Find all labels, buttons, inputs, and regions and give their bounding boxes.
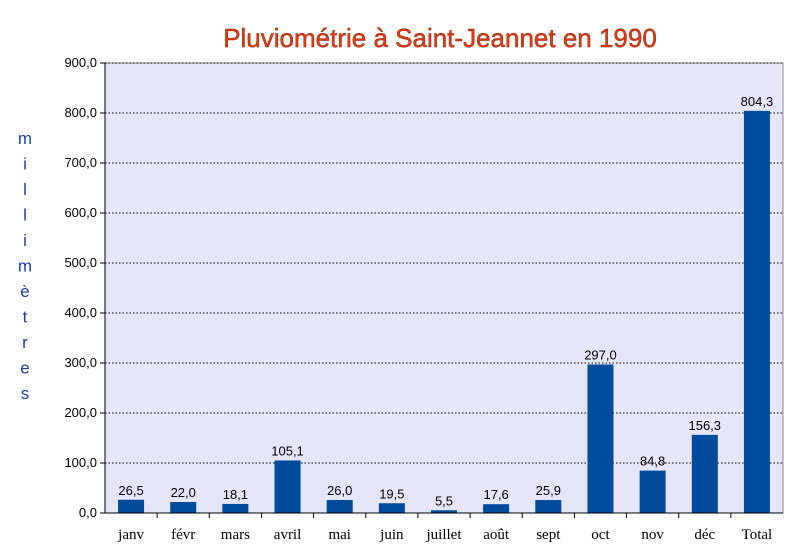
y-axis-title-letter: e [20, 359, 29, 378]
x-tick-label: févr [171, 527, 195, 543]
y-axis-title-letter: s [21, 384, 30, 403]
bar [274, 460, 301, 513]
bar [483, 504, 510, 513]
y-axis-title-letter: è [20, 282, 29, 301]
y-tick-label: 0,0 [79, 505, 97, 520]
y-axis-title-letter: i [23, 231, 27, 250]
data-label: 804,3 [741, 94, 774, 109]
bar [535, 500, 562, 513]
chart-title: Pluviométrie à Saint-Jeannet en 1990 [223, 23, 657, 53]
x-tick-label: déc [694, 527, 715, 543]
x-tick-label: avril [274, 527, 302, 543]
y-axis-title-letter: m [18, 129, 32, 148]
y-tick-label: 600,0 [64, 205, 97, 220]
x-tick-label: juin [379, 527, 404, 543]
y-axis-title-letter: l [23, 206, 27, 225]
bar [587, 364, 614, 513]
bar [222, 503, 249, 513]
data-label: 105,1 [271, 443, 304, 458]
y-tick-label: 200,0 [64, 405, 97, 420]
data-label: 5,5 [435, 493, 453, 508]
data-label: 84,8 [640, 454, 665, 469]
y-tick-label: 400,0 [64, 305, 97, 320]
bar [743, 110, 770, 513]
data-label: 156,3 [688, 418, 721, 433]
plot-area [104, 62, 784, 514]
y-tick-label: 700,0 [64, 155, 97, 170]
bar [431, 510, 457, 513]
axes: 0,0 100,0 200,0 300,0 400,0 500,0 600,0 700,0 80… [64, 55, 783, 543]
x-tick-label: mars [221, 527, 250, 543]
x-tick-label: mai [328, 527, 351, 543]
y-axis-title-letter: l [23, 180, 27, 199]
data-label: 26,5 [118, 483, 143, 498]
x-tick-label: sept [536, 527, 561, 543]
data-label: 22,0 [171, 485, 196, 500]
bar [118, 499, 145, 513]
data-label: 25,9 [536, 483, 561, 498]
x-tick-label: janv [117, 527, 144, 543]
bar [326, 500, 353, 513]
x-tick-label: août [483, 527, 510, 543]
data-label: 297,0 [584, 348, 617, 363]
y-tick-label: 300,0 [64, 355, 97, 370]
y-axis-title-letter: t [23, 308, 28, 327]
y-tick-label: 800,0 [64, 105, 97, 120]
x-tick-label: nov [641, 527, 664, 543]
y-tick-label: 500,0 [64, 255, 97, 270]
data-label: 26,0 [327, 483, 352, 498]
bar [639, 470, 666, 513]
y-tick-label: 100,0 [64, 455, 97, 470]
bar [170, 502, 197, 513]
bars: 26,5 22,0 18,1 105,1 26,0 19,5 5,5 17,6 25,9 297,… [118, 94, 773, 513]
y-tick-label: 900,0 [64, 55, 97, 70]
bar [378, 503, 405, 513]
data-label: 17,6 [483, 487, 508, 502]
y-axis-title-letter: i [23, 155, 27, 174]
x-tick-label: oct [591, 527, 610, 543]
data-label: 19,5 [379, 486, 404, 501]
bar [691, 434, 718, 513]
y-axis-title-letter: r [22, 333, 28, 352]
x-tick-label: Total [742, 527, 773, 543]
data-label: 18,1 [223, 487, 248, 502]
x-tick-label: juillet [426, 527, 463, 543]
grid-lines [105, 62, 783, 464]
y-axis-title-letter: m [18, 257, 32, 276]
